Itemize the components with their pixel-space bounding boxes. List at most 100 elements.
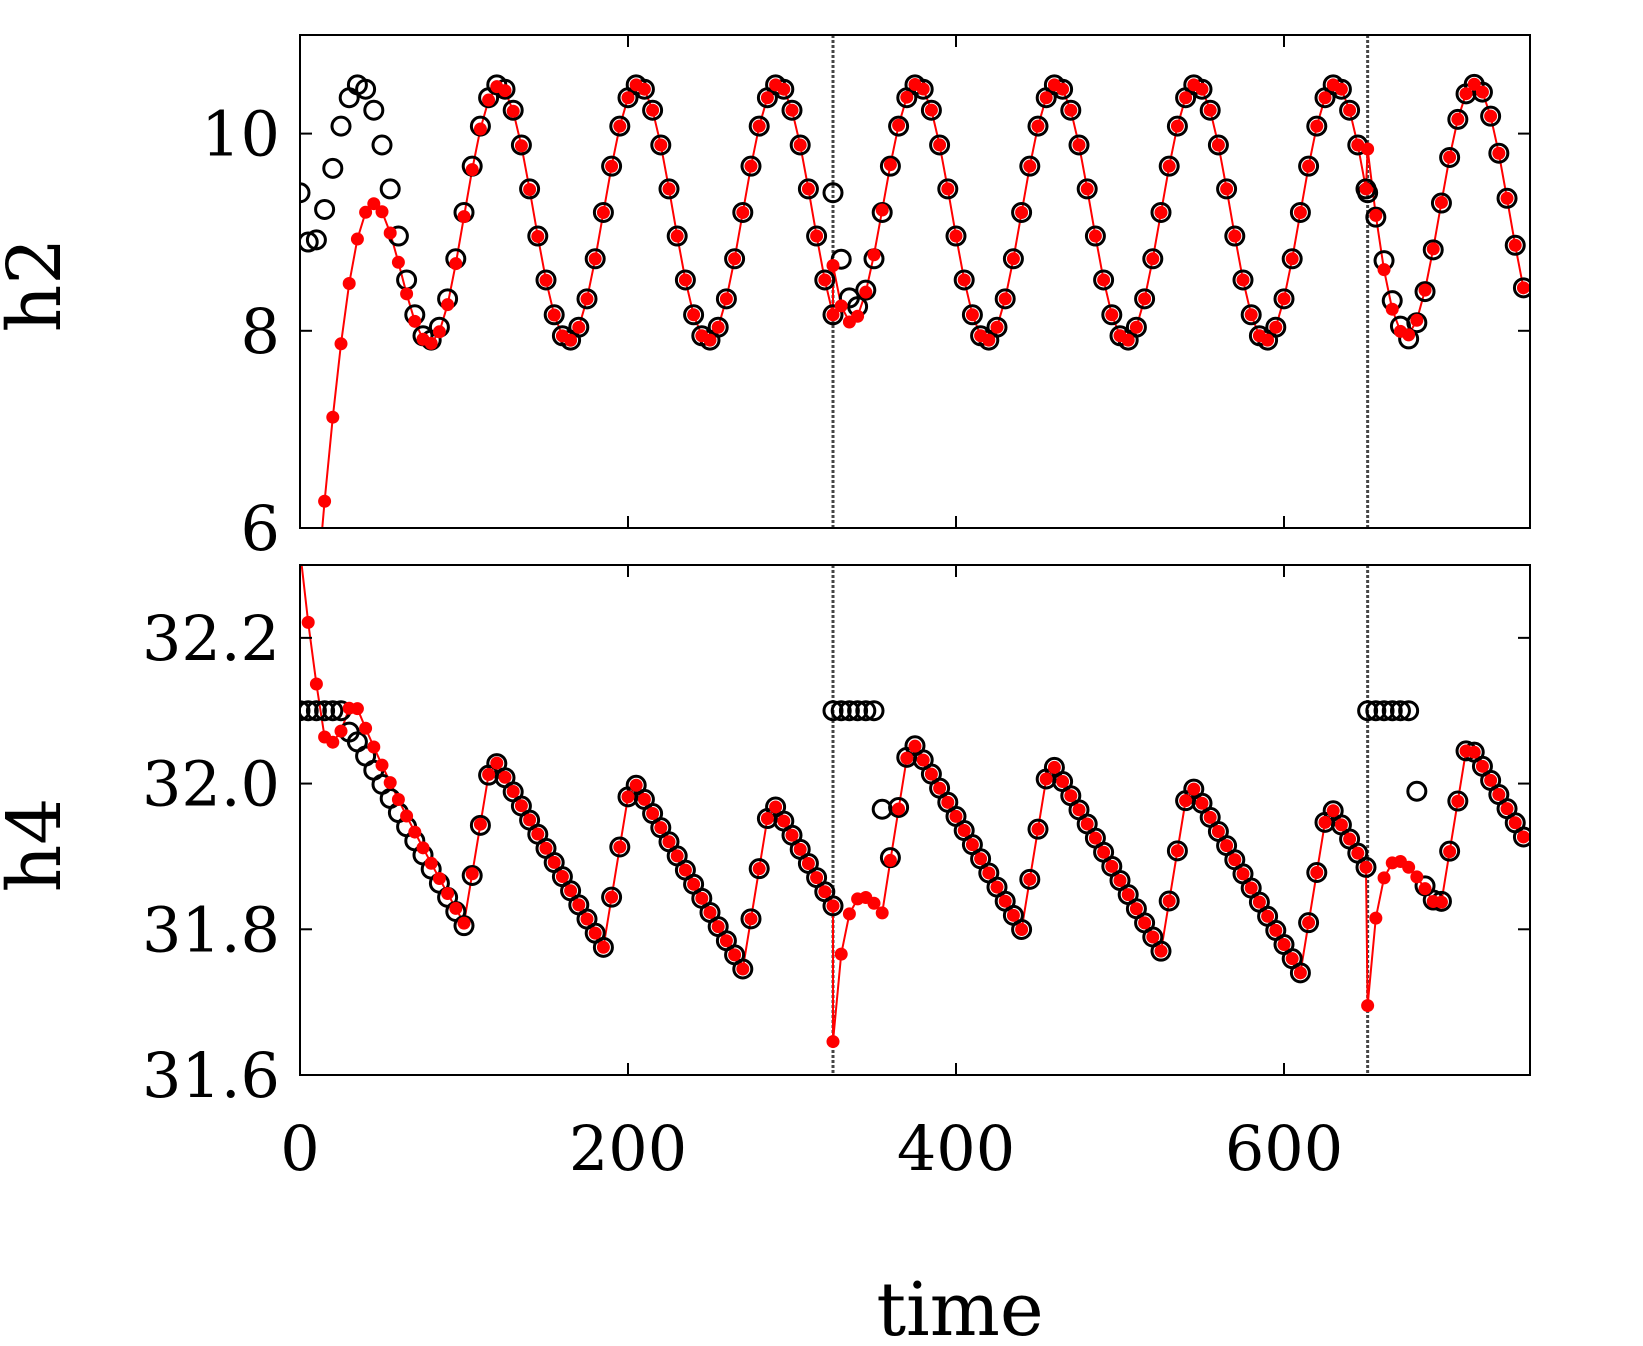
h2-observed-point — [300, 182, 311, 204]
h4-predicted-point — [1516, 830, 1530, 844]
h2-predicted-point — [1451, 112, 1465, 126]
h4-observed-point — [1447, 790, 1469, 812]
h2-predicted-point — [1351, 138, 1365, 152]
h4-predicted-point — [1369, 911, 1383, 925]
h2-observed-point — [1216, 178, 1238, 200]
h2-predicted-point — [1475, 85, 1489, 99]
h4-predicted-point — [1326, 804, 1340, 818]
h2-observed-point — [1093, 269, 1115, 291]
h2-predicted-point — [851, 309, 865, 323]
h4-predicted-point — [391, 793, 405, 807]
h2-predicted-point — [1426, 242, 1440, 256]
h4-predicted-point — [908, 739, 922, 753]
h2-predicted-point — [957, 273, 971, 287]
h2-predicted-point — [318, 494, 332, 508]
h2-predicted-point — [1418, 283, 1432, 297]
h2-observed-point — [1011, 201, 1033, 223]
h2-predicted-point — [391, 255, 405, 269]
h2-observed-point — [1150, 201, 1172, 223]
h2-predicted-point — [1443, 150, 1457, 164]
h2-predicted-point — [1023, 159, 1037, 173]
panel-h4: 0 200 400 600 31.6 31.8 32.0 32.2 — [142, 564, 1531, 1185]
h4-predicted-point — [350, 702, 364, 716]
h2-predicted-point — [900, 90, 914, 104]
h4-observed-point — [847, 700, 869, 722]
h2-observed-point — [715, 288, 737, 310]
h4-predicted-point — [1484, 773, 1498, 787]
h4-predicted-point — [1318, 815, 1332, 829]
h4-predicted-point — [605, 890, 619, 904]
h4-predicted-point — [834, 947, 848, 961]
h4-predicted-point — [416, 841, 430, 855]
h4-observed-point — [592, 936, 614, 958]
h2-observed-point — [314, 198, 336, 220]
h4-predicted-point — [1170, 844, 1184, 858]
h4-observed-point — [740, 908, 762, 930]
h2-predicted-point — [1146, 252, 1160, 266]
h4-predicted-point — [1293, 966, 1307, 980]
h4-predicted-point — [990, 880, 1004, 894]
h2-observed-point — [510, 134, 532, 156]
h2-observed-point — [1504, 234, 1526, 256]
h2-predicted-point — [711, 320, 725, 334]
h4-predicted-point — [818, 885, 832, 899]
h4-predicted-point — [1359, 860, 1373, 874]
h4-predicted-point — [465, 867, 479, 881]
h2-observed-point — [953, 269, 975, 291]
h2-predicted-point — [1170, 119, 1184, 133]
h4-predicted-point — [867, 896, 881, 910]
h2-observed-point — [994, 288, 1016, 310]
h2-predicted-point — [875, 203, 889, 217]
h2-predicted-point — [1138, 292, 1152, 306]
h2-observed-point — [1480, 105, 1502, 127]
h2-observed-point — [1019, 155, 1041, 177]
h2-predicted-point — [793, 138, 807, 152]
h2-observed-point — [519, 178, 541, 200]
h2-observed-point — [1134, 288, 1156, 310]
h2-observed-point — [363, 99, 385, 121]
h2-predicted-point — [687, 308, 701, 322]
h4-xtick-label: 600 — [1225, 1112, 1343, 1185]
h4-observed-point — [469, 814, 491, 836]
h4-predicted-point — [1467, 745, 1481, 759]
h4-observed-point — [1019, 868, 1041, 890]
h2-predicted-point — [1500, 191, 1514, 205]
h4-predicted-point — [432, 871, 446, 885]
h2-predicted-point — [818, 273, 832, 287]
h2-observed-point — [888, 115, 910, 137]
h4-predicted-point — [457, 916, 471, 930]
h2-predicted-point — [1088, 229, 1102, 243]
h2-predicted-point — [1377, 263, 1391, 277]
h2-predicted-point — [1484, 109, 1498, 123]
h2-predicted-point — [1302, 159, 1316, 173]
h4-predicted-point — [1310, 866, 1324, 880]
h2-predicted-point — [1097, 273, 1111, 287]
h4-predicted-point — [793, 842, 807, 856]
h2-predicted-point — [506, 104, 520, 118]
h2-predicted-point — [1105, 308, 1119, 322]
h4-observed-point — [1365, 700, 1387, 722]
h2-observed-point — [1142, 248, 1164, 270]
h2-predicted-point — [1508, 238, 1522, 252]
h2-predicted-point — [1006, 252, 1020, 266]
h2-observed-point — [1166, 115, 1188, 137]
h2-observed-point — [1232, 269, 1254, 291]
panel-h2: 6 8 10 — [201, 34, 1531, 565]
h4-predicted-point — [1343, 832, 1357, 846]
h4-predicted-point — [1277, 938, 1291, 952]
h2-observed-point — [658, 178, 680, 200]
h4-predicted-point — [924, 767, 938, 781]
h4-predicted-point — [367, 740, 381, 754]
h4-predicted-point — [949, 809, 963, 823]
h2-predicted-point — [1236, 273, 1250, 287]
h2-predicted-point — [359, 205, 373, 219]
h2-observed-point — [879, 155, 901, 177]
h4-predicted-point — [1361, 999, 1375, 1013]
h4-predicted-point — [1195, 796, 1209, 810]
h4-observed-point — [838, 700, 860, 722]
h2-predicted-point — [580, 292, 594, 306]
h4-predicted-point — [334, 724, 348, 738]
h4-predicted-point — [613, 840, 627, 854]
h4-ytick-label: 31.6 — [142, 1039, 280, 1112]
h4-plot-area — [300, 565, 1530, 1049]
